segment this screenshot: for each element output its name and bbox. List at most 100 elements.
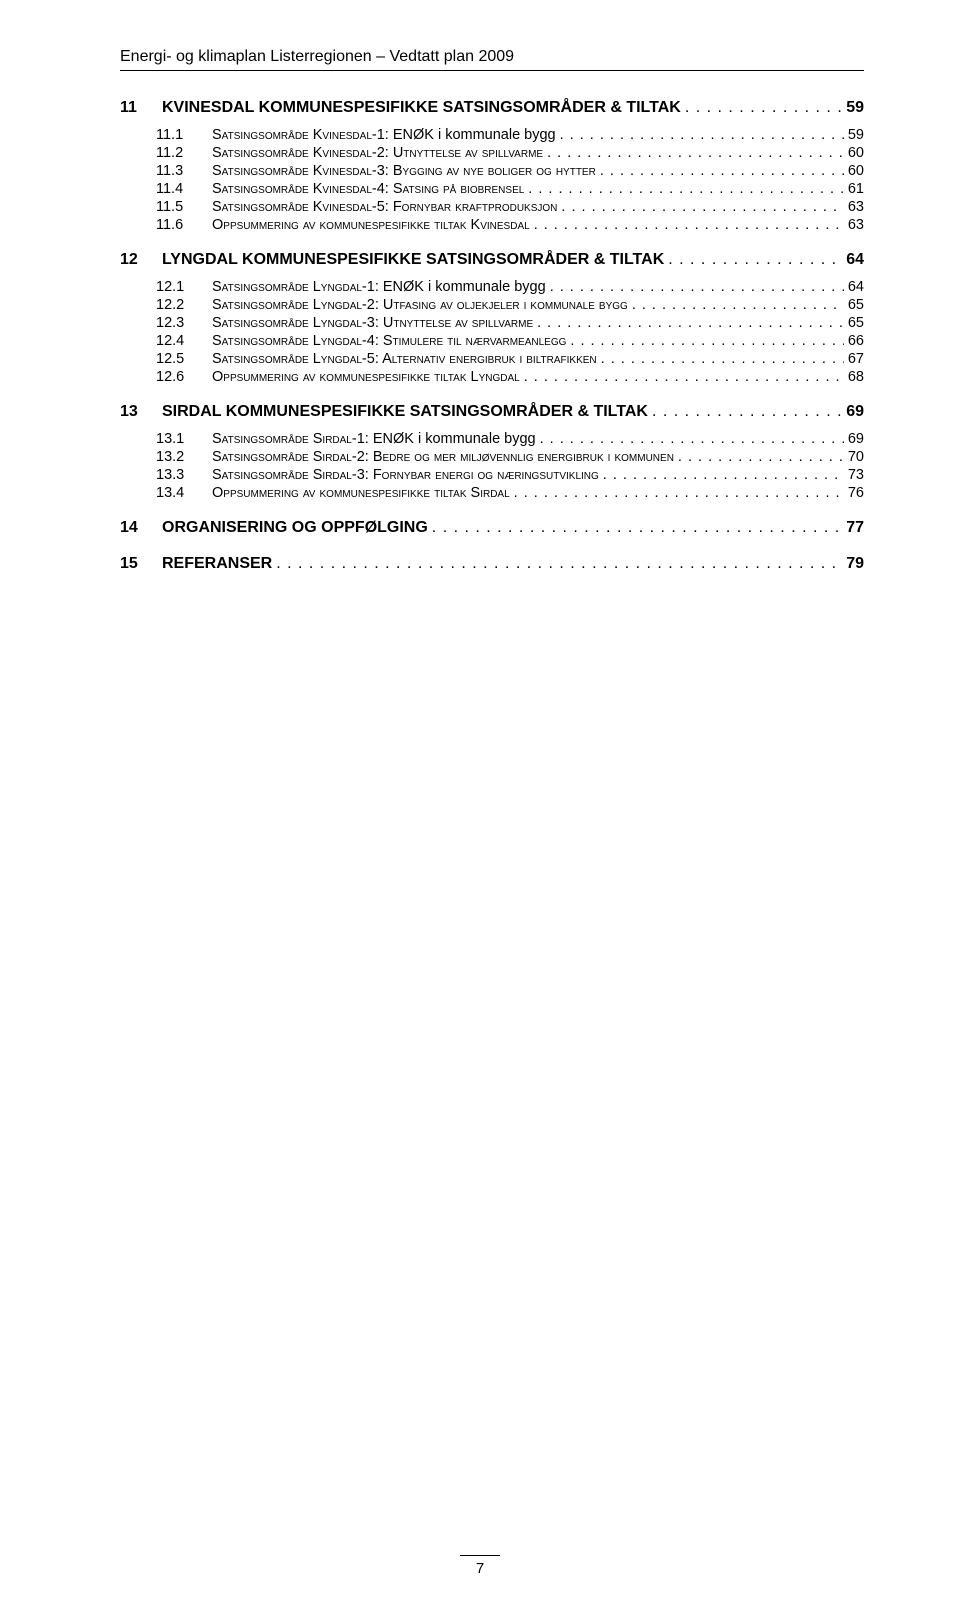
- toc-main-title: KVINESDAL KOMMUNESPESIFIKKE SATSINGSOMRÅ…: [162, 99, 681, 117]
- toc-sub-entry: 13.4 Oppsummering av kommunespesifikke ti…: [156, 485, 864, 501]
- toc-sub-page: 60: [848, 145, 864, 161]
- toc-main-number: 12: [120, 251, 148, 269]
- toc-sub-page: 66: [848, 333, 864, 349]
- toc-main-entry: 13 SIRDAL KOMMUNESPESIFIKKE SATSINGSOMRÅD…: [120, 403, 864, 421]
- toc-main-page: 64: [846, 251, 864, 269]
- toc-main-number: 11: [120, 99, 148, 117]
- toc-sub-entry: 13.1 Satsingsområde Sirdal-1: ENØK i komm…: [156, 431, 864, 447]
- toc-sub-page: 65: [848, 315, 864, 331]
- toc-main-entry: 14 ORGANISERING OG OPPFØLGING 77: [120, 519, 864, 537]
- toc-leader-dots: [524, 369, 844, 385]
- toc-leader-dots: [561, 199, 843, 215]
- toc-sub-page: 69: [848, 431, 864, 447]
- toc-sub-number: 13.1: [156, 431, 194, 447]
- toc-leader-dots: [685, 99, 842, 117]
- toc-sub-number: 12.5: [156, 351, 194, 367]
- toc-sub-title: Satsingsområde Sirdal-3: Fornybar energi…: [212, 467, 599, 483]
- toc-main-entry: 11 KVINESDAL KOMMUNESPESIFIKKE SATSINGSOM…: [120, 99, 864, 117]
- toc-sub-title: Oppsummering av kommunespesifikke tiltak…: [212, 369, 520, 385]
- toc-main-number: 15: [120, 555, 148, 573]
- toc-sub-entry: 11.2 Satsingsområde Kvinesdal-2: Utnyttel…: [156, 145, 864, 161]
- toc-sub-number: 12.2: [156, 297, 194, 313]
- toc-sub-title: Satsingsområde Lyngdal-4: Stimulere til …: [212, 333, 566, 349]
- toc-sub-number: 11.6: [156, 217, 194, 233]
- toc-sub-page: 64: [848, 279, 864, 295]
- toc-main-page: 77: [846, 519, 864, 537]
- toc-sub-title: Oppsummering av kommunespesifikke tiltak…: [212, 217, 530, 233]
- toc-sub-number: 12.4: [156, 333, 194, 349]
- toc-sub-number: 12.1: [156, 279, 194, 295]
- toc-main-number: 13: [120, 403, 148, 421]
- toc-sub-title: Satsingsområde Kvinesdal-3: Bygging av n…: [212, 163, 596, 179]
- page-number: 7: [476, 1560, 484, 1577]
- toc-main-page: 59: [846, 99, 864, 117]
- toc-leader-dots: [560, 127, 844, 143]
- document-page: Energi- og klimaplan Listerregionen – Ve…: [0, 0, 960, 1617]
- toc-sub-title: Satsingsområde Kvinesdal-5: Fornybar kra…: [212, 199, 557, 215]
- toc-sub-page: 68: [848, 369, 864, 385]
- toc-sub-title: Satsingsområde Lyngdal-5: Alternativ ene…: [212, 351, 597, 367]
- toc-leader-dots: [276, 555, 842, 573]
- toc-sub-number: 12.3: [156, 315, 194, 331]
- toc-leader-dots: [432, 519, 842, 537]
- toc-sub-entry: 11.1 Satsingsområde Kvinesdal-1: ENØK i k…: [156, 127, 864, 143]
- toc-sub-page: 61: [848, 181, 864, 197]
- toc-sub-title: Satsingsområde Kvinesdal-1: ENØK i kommu…: [212, 127, 556, 143]
- toc-sub-number: 11.2: [156, 145, 194, 161]
- toc-leader-dots: [678, 449, 844, 465]
- toc-leader-dots: [514, 485, 844, 501]
- toc-sub-page: 76: [848, 485, 864, 501]
- toc-sub-number: 11.4: [156, 181, 194, 197]
- toc-sub-title: Satsingsområde Lyngdal-1: ENØK i kommuna…: [212, 279, 546, 295]
- toc-leader-dots: [537, 315, 844, 331]
- toc-leader-dots: [570, 333, 843, 349]
- toc-sub-number: 13.4: [156, 485, 194, 501]
- toc-leader-dots: [601, 351, 844, 367]
- toc-section: 14 ORGANISERING OG OPPFØLGING 77: [120, 519, 864, 537]
- toc-sub-entry: 12.3 Satsingsområde Lyngdal-3: Utnyttelse…: [156, 315, 864, 331]
- toc-sub-page: 63: [848, 199, 864, 215]
- toc-leader-dots: [528, 181, 844, 197]
- toc-main-title: ORGANISERING OG OPPFØLGING: [162, 519, 428, 537]
- toc-main-title: REFERANSER: [162, 555, 272, 573]
- toc-sub-entry: 13.3 Satsingsområde Sirdal-3: Fornybar en…: [156, 467, 864, 483]
- toc-sub-entry: 11.4 Satsingsområde Kvinesdal-4: Satsing …: [156, 181, 864, 197]
- toc-sub-title: Satsingsområde Kvinesdal-4: Satsing på b…: [212, 181, 524, 197]
- page-number-block: 7: [0, 1555, 960, 1577]
- toc-leader-dots: [540, 431, 844, 447]
- toc-section: 15REFERANSER79: [120, 555, 864, 573]
- toc-leader-dots: [534, 217, 844, 233]
- toc-section: 12 LYNGDAL KOMMUNESPESIFIKKE SATSINGSOMRÅ…: [120, 251, 864, 385]
- toc-sub-title: Satsingsområde Sirdal-2: Bedre og mer mi…: [212, 449, 674, 465]
- toc-sub-entry: 12.5 Satsingsområde Lyngdal-5: Alternativ…: [156, 351, 864, 367]
- page-number-rule: [460, 1555, 500, 1556]
- toc-leader-dots: [550, 279, 844, 295]
- toc-sub-title: Satsingsområde Lyngdal-3: Utnyttelse av …: [212, 315, 533, 331]
- toc-main-title: LYNGDAL KOMMUNESPESIFIKKE SATSINGSOMRÅDE…: [162, 251, 664, 269]
- toc-sub-entry: 13.2 Satsingsområde Sirdal-2: Bedre og me…: [156, 449, 864, 465]
- toc-sub-number: 13.3: [156, 467, 194, 483]
- toc-leader-dots: [600, 163, 844, 179]
- toc-main-number: 14: [120, 519, 148, 537]
- toc-sub-number: 12.6: [156, 369, 194, 385]
- toc-leader-dots: [603, 467, 844, 483]
- toc-sub-number: 11.5: [156, 199, 194, 215]
- toc-sub-page: 59: [848, 127, 864, 143]
- toc-sub-title: Satsingsområde Kvinesdal-2: Utnyttelse a…: [212, 145, 543, 161]
- toc-sub-number: 13.2: [156, 449, 194, 465]
- table-of-contents: 11 KVINESDAL KOMMUNESPESIFIKKE SATSINGSOM…: [120, 99, 864, 573]
- toc-section: 13 SIRDAL KOMMUNESPESIFIKKE SATSINGSOMRÅD…: [120, 403, 864, 501]
- toc-sub-number: 11.1: [156, 127, 194, 143]
- toc-leader-dots: [652, 403, 842, 421]
- page-header: Energi- og klimaplan Listerregionen – Ve…: [120, 48, 864, 66]
- toc-sub-entry: 12.2Satsingsområde Lyngdal-2: Utfasing a…: [156, 297, 864, 313]
- toc-sub-title: Satsingsområde Sirdal-1: ENØK i kommunal…: [212, 431, 536, 447]
- toc-sub-page: 60: [848, 163, 864, 179]
- toc-sub-title: Oppsummering av kommunespesifikke tiltak…: [212, 485, 510, 501]
- toc-sub-page: 73: [848, 467, 864, 483]
- toc-main-entry: 15REFERANSER79: [120, 555, 864, 573]
- toc-main-title: SIRDAL KOMMUNESPESIFIKKE SATSINGSOMRÅDER…: [162, 403, 648, 421]
- toc-sub-page: 67: [848, 351, 864, 367]
- toc-leader-dots: [632, 297, 844, 313]
- toc-sub-page: 70: [848, 449, 864, 465]
